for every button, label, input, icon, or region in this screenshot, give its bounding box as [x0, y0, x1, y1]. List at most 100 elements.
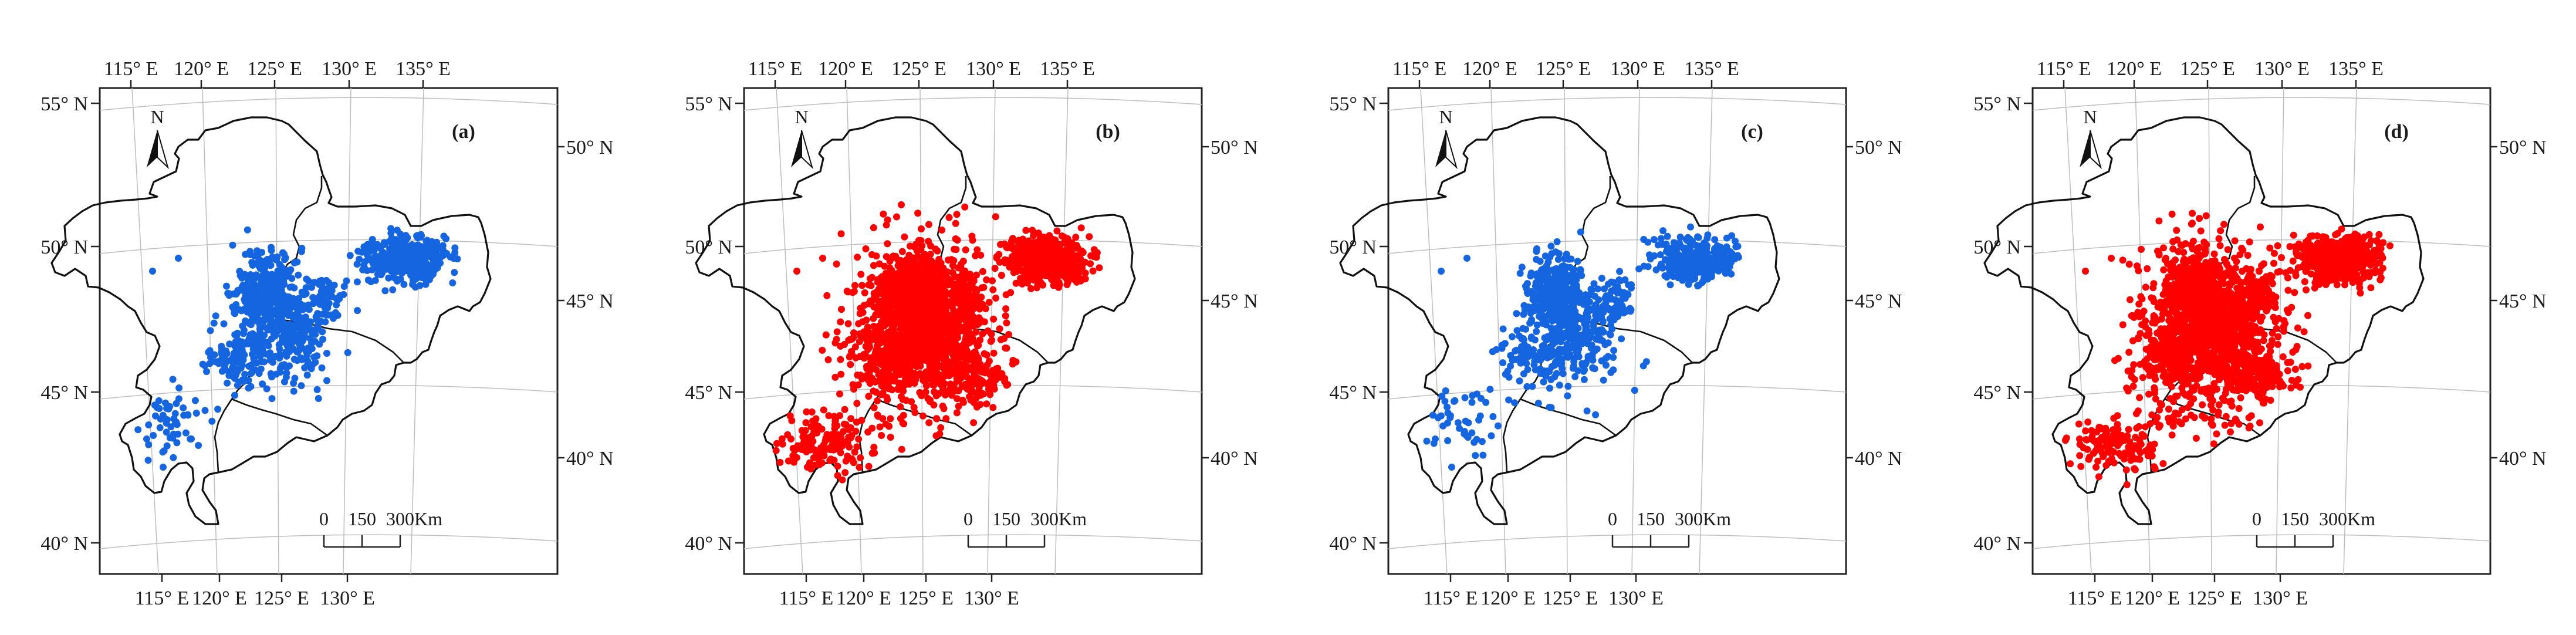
occurrence-point	[253, 360, 260, 367]
occurrence-point	[303, 284, 310, 291]
occurrence-point	[1444, 437, 1451, 444]
occurrence-point	[914, 263, 921, 270]
occurrence-point	[936, 430, 943, 437]
occurrence-point	[952, 235, 959, 242]
occurrence-point	[1540, 342, 1547, 349]
occurrence-point	[938, 265, 945, 272]
top-lon-label: 115° E	[748, 58, 803, 80]
occurrence-point	[834, 328, 841, 335]
occurrence-point	[923, 383, 930, 390]
occurrence-point	[333, 302, 340, 309]
occurrence-point	[1489, 413, 1496, 420]
occurrence-point	[205, 349, 212, 356]
occurrence-point	[917, 283, 924, 290]
occurrence-point	[945, 371, 952, 378]
occurrence-point	[1685, 281, 1692, 288]
occurrence-point	[959, 276, 966, 283]
north-arrow-letter: N	[1439, 106, 1452, 127]
occurrence-point	[1068, 266, 1075, 273]
occurrence-point	[857, 454, 864, 461]
occurrence-point	[1096, 264, 1103, 271]
occurrence-point	[822, 435, 829, 442]
occurrence-point	[1057, 271, 1064, 278]
occurrence-point	[1612, 309, 1620, 316]
occurrence-point	[955, 403, 962, 410]
occurrence-point	[888, 309, 895, 316]
occurrence-point	[1681, 254, 1688, 261]
occurrence-point	[819, 255, 826, 262]
occurrence-point	[1506, 374, 1513, 381]
occurrence-point	[1580, 332, 1587, 339]
occurrence-point	[841, 469, 848, 476]
occurrence-point	[869, 450, 876, 457]
occurrence-point	[807, 435, 814, 443]
top-lon-label: 120° E	[174, 58, 229, 80]
occurrence-point	[366, 248, 373, 255]
top-lon-label: 135° E	[1040, 58, 1095, 80]
occurrence-point	[1537, 349, 1544, 356]
occurrence-point	[902, 360, 910, 367]
occurrence-point	[979, 378, 986, 385]
occurrence-point	[870, 387, 877, 394]
occurrence-point	[1616, 268, 1623, 275]
scale-label-150: 150	[992, 508, 1020, 529]
occurrence-point	[298, 382, 305, 389]
occurrence-point	[307, 318, 314, 325]
occurrence-point	[928, 304, 935, 311]
occurrence-point	[924, 272, 931, 279]
occurrence-point	[819, 347, 826, 354]
occurrence-point	[825, 412, 832, 419]
occurrence-point	[264, 260, 271, 267]
occurrence-point	[955, 285, 962, 292]
parallel-line	[100, 97, 557, 110]
occurrence-point	[259, 380, 266, 387]
occurrence-point	[992, 265, 999, 272]
occurrence-point	[891, 330, 898, 337]
occurrence-point	[798, 442, 805, 449]
occurrence-point	[873, 252, 880, 259]
occurrence-point	[1567, 272, 1574, 279]
occurrence-point	[976, 336, 983, 343]
occurrence-point	[283, 374, 290, 381]
occurrence-point	[272, 327, 279, 334]
occurrence-point	[1463, 255, 1470, 262]
occurrence-point	[871, 404, 878, 411]
occurrence-point	[934, 345, 941, 352]
occurrence-point	[231, 331, 238, 338]
scale-unit: Km	[1703, 508, 1731, 529]
scale-label-150: 150	[1637, 508, 1665, 529]
occurrence-point	[969, 276, 976, 283]
occurrence-point	[983, 400, 990, 407]
occurrence-point	[394, 256, 401, 263]
occurrence-point	[289, 322, 296, 329]
occurrence-point	[1620, 309, 1627, 316]
occurrence-point	[1598, 357, 1605, 364]
panel-label: (b)	[1096, 121, 1120, 143]
occurrence-point	[1019, 267, 1026, 274]
left-lat-label: 45° N	[40, 382, 88, 404]
occurrence-point	[901, 234, 908, 241]
occurrence-point	[1535, 400, 1542, 407]
occurrence-point	[1529, 383, 1536, 390]
occurrence-point	[1664, 233, 1671, 240]
occurrence-point	[1699, 279, 1706, 286]
occurrence-point	[314, 386, 321, 393]
occurrence-point	[1064, 281, 1071, 288]
occurrence-point	[972, 329, 979, 336]
occurrence-point	[973, 395, 980, 402]
occurrence-point	[881, 263, 888, 270]
occurrence-point	[1534, 271, 1541, 278]
occurrence-point	[256, 256, 263, 263]
occurrence-point	[266, 316, 273, 323]
north-arrow: N	[1435, 106, 1456, 167]
occurrence-point	[1573, 313, 1580, 320]
occurrence-point	[223, 283, 230, 290]
occurrence-point	[1729, 250, 1736, 257]
occurrence-point	[170, 376, 177, 383]
occurrence-point	[259, 295, 266, 302]
occurrence-point	[301, 302, 308, 309]
bottom-lon-label: 120° E	[1480, 587, 1536, 609]
occurrence-point	[354, 307, 361, 314]
occurrence-point	[919, 374, 927, 381]
